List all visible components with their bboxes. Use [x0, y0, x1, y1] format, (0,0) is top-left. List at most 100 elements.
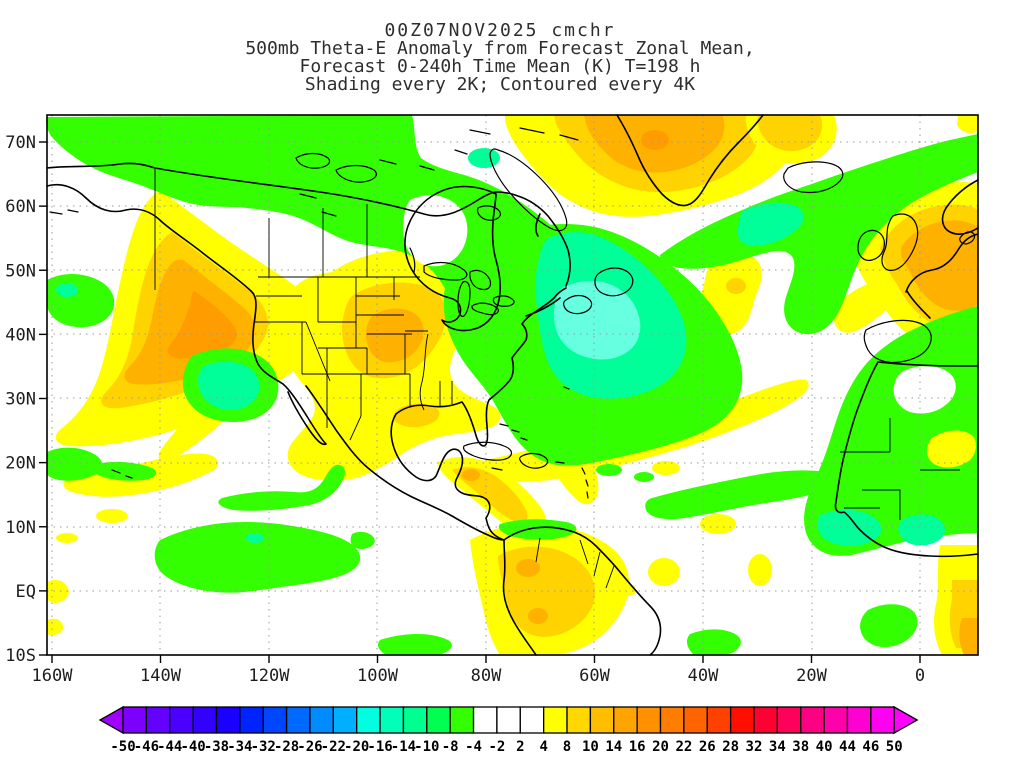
lon-tick-label: 100W: [357, 666, 399, 686]
shading-negative: [46, 115, 978, 655]
lon-tick-label: 0: [915, 666, 925, 686]
colorbar-segment: [145, 706, 171, 734]
title-run-model: 00Z07NOV2025 cmchr: [384, 20, 616, 41]
lon-tick-label: 120W: [249, 666, 291, 686]
colorbar-level-label: -46: [134, 739, 159, 755]
colorbar-segment: [215, 706, 241, 734]
colorbar-segment: [519, 706, 545, 734]
political-borders: [154, 168, 960, 589]
colorbar-segment: [566, 706, 592, 734]
lon-tick-label: 160W: [32, 666, 74, 686]
colorbar-level-label: -10: [414, 739, 439, 755]
colorbar-segment: [800, 706, 825, 734]
colorbar-level-label: 22: [675, 739, 692, 755]
colorbar-level-label: 50: [886, 739, 903, 755]
colorbar-level-label: 32: [746, 739, 763, 755]
lon-tick-label: 60W: [579, 666, 610, 686]
colorbar-segment: [239, 706, 264, 734]
colorbar-segment: [729, 706, 755, 734]
colorbar-segment: [285, 706, 311, 734]
colorbar-segment: [332, 706, 358, 734]
title-forecast-range: Forecast 0-240h Time Mean (K) T=198 h: [299, 56, 701, 77]
graticule: [47, 115, 978, 655]
colorbar-segment: [776, 706, 802, 734]
longitude-axis: 160W 140W 120W 100W 80W 60W 40W 20W 0: [32, 655, 925, 686]
colorbar-segment: [706, 706, 732, 734]
colorbar-segment: [823, 706, 849, 734]
colorbar-segment: [426, 706, 451, 734]
colorbar-level-label: -50: [110, 739, 135, 755]
colorbar-level-label: -38: [204, 739, 229, 755]
colorbar-level-label: 46: [862, 739, 879, 755]
colorbar-level-label: 2: [516, 739, 524, 755]
colorbar-level-label: 44: [839, 739, 856, 755]
colorbar-segment: [543, 706, 568, 734]
title-variable: 500mb Theta-E Anomaly from Forecast Zona…: [245, 38, 755, 59]
lat-tick-label: 40N: [5, 325, 36, 345]
colorbar-level-label: -8: [442, 739, 459, 755]
colorbar-arrow-left: [98, 705, 124, 735]
colorbar-segment: [659, 706, 685, 734]
colorbar-level-label: 20: [652, 739, 669, 755]
colorbar-segment: [192, 706, 218, 734]
colorbar-level-label: 38: [792, 739, 809, 755]
colorbar-segment: [496, 706, 521, 734]
colorbar-level-label: -22: [321, 739, 346, 755]
colorbar-level-label: 4: [539, 739, 547, 755]
colorbar-segment: [449, 706, 475, 734]
map-frame: [46, 114, 979, 656]
colorbar-segment: [262, 706, 288, 734]
colorbar-level-label: 14: [605, 739, 622, 755]
colorbar-segment: [122, 706, 148, 734]
lon-tick-label: 20W: [796, 666, 827, 686]
colorbar-segment: [589, 706, 615, 734]
colorbar-segment: [379, 706, 405, 734]
colorbar-segment: [683, 706, 708, 734]
colorbar-segment: [846, 706, 872, 734]
lat-tick-label: 20N: [5, 454, 36, 474]
colorbar-segment: [309, 706, 334, 734]
lon-tick-label: 140W: [140, 666, 182, 686]
colorbar-level-label: 8: [563, 739, 571, 755]
colorbar-level-label: -34: [227, 739, 252, 755]
colorbar-level-label: -20: [344, 739, 369, 755]
colorbar-level-label: -2: [488, 739, 505, 755]
title-shading-note: Shading every 2K; Contoured every 4K: [304, 74, 696, 95]
colorbar-level-label: -32: [251, 739, 276, 755]
colorbar-arrow-right: [893, 705, 919, 735]
lat-tick-label: 10N: [5, 518, 36, 538]
coastlines: [46, 114, 979, 656]
colorbar-level-label: -40: [180, 739, 205, 755]
colorbar-level-label: 16: [629, 739, 646, 755]
colorbar-level-label: 34: [769, 739, 786, 755]
colorbar: -50-46-44-40-38-34-32-28-26-22-20-16-14-…: [98, 705, 919, 755]
colorbar-segment: [169, 706, 194, 734]
colorbar-level-label: -44: [157, 739, 182, 755]
colorbar-level-label: -16: [367, 739, 392, 755]
latitude-axis: 70N 60N 50N 40N 30N 20N 10N EQ 10S: [5, 133, 47, 666]
colorbar-level-label: 10: [582, 739, 599, 755]
lat-tick-label: 60N: [5, 197, 36, 217]
colorbar-segment: [613, 706, 638, 734]
colorbar-segment: [636, 706, 662, 734]
islands-and-lakes: [49, 127, 976, 499]
colorbar-segment: [356, 706, 381, 734]
colorbar-segment: [753, 706, 779, 734]
colorbar-level-label: 26: [699, 739, 716, 755]
lon-tick-label: 80W: [471, 666, 502, 686]
lat-tick-label: 30N: [5, 390, 36, 410]
colorbar-level-label: -28: [274, 739, 299, 755]
colorbar-level-label: 40: [816, 739, 833, 755]
chart-title-block: 00Z07NOV2025 cmchr 500mb Theta-E Anomaly…: [0, 22, 1000, 94]
colorbar-segment: [402, 706, 428, 734]
colorbar-segment: [472, 706, 498, 734]
lon-tick-label: 40W: [688, 666, 719, 686]
lat-tick-label: 70N: [5, 133, 36, 153]
colorbar-level-label: -4: [465, 739, 482, 755]
lat-tick-label: 10S: [5, 646, 36, 666]
colorbar-level-label: 28: [722, 739, 739, 755]
colorbar-segment: [870, 706, 895, 734]
lat-tick-label: 50N: [5, 261, 36, 281]
